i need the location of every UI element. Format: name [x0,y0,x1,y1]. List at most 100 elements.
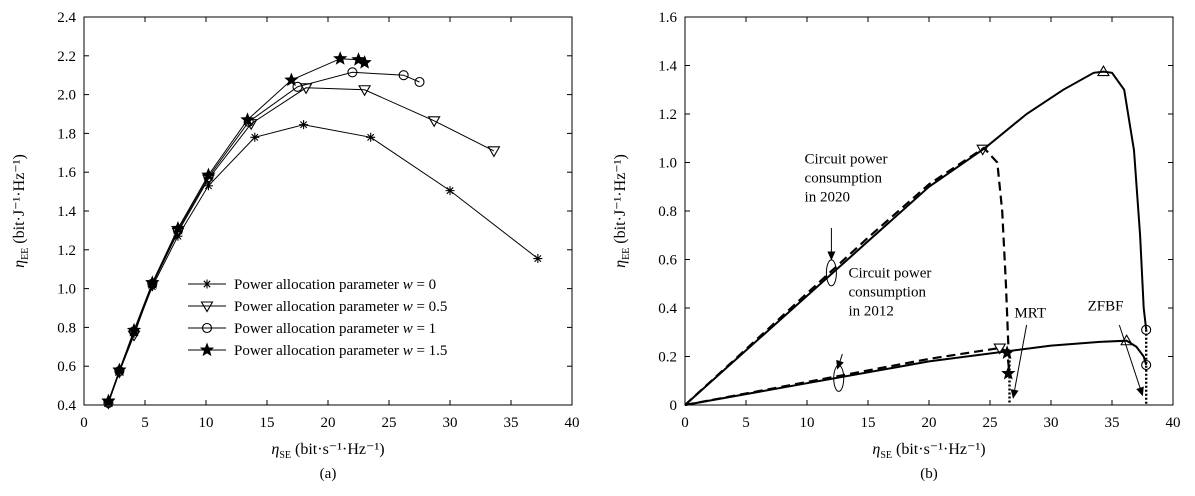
data-point-s3 [112,362,127,377]
y-tick-label: 1.8 [57,126,76,142]
marker-triangle-down [976,144,990,156]
y-tick-label: 1.6 [57,165,76,181]
x-tick-label: 35 [1105,415,1120,431]
marker-triangle-up [1097,64,1110,77]
marker-circle [1141,324,1152,335]
y-axis-label-b: ηEE(bit·J⁻¹·Hz⁻¹) [612,154,632,268]
x-tick-label: 0 [80,415,88,431]
data-point-s3 [351,52,366,66]
y-tick-label: 0.2 [658,350,677,366]
chart-panel-a: 0 5 10 15 20 25 30 35 40 0.4 0.6 0.8 1.0 1.2 1.4 1.6 1.8… [11,10,580,482]
tick-group-b: 0 5 10 15 20 25 30 35 40 0 0.2 0.4 0.6 0.8 1.0 1.2 1.4 1.… [658,10,1180,431]
y-tick-label: 1.2 [658,107,677,123]
x-tick-label: 40 [565,415,580,431]
data-point-s1 [487,146,501,158]
annotation-ellipse-circuit-2012 [833,364,845,392]
legend-marker [201,322,213,334]
data-point-s3 [145,275,160,289]
data-point-s0 [299,120,309,130]
y-tick-label: 1.0 [57,282,76,298]
curve-mrt-2020 [684,146,1011,406]
y-tick-label: 2.2 [57,49,76,65]
y-tick-label: 1.2 [57,243,76,259]
y-tick-label: 1.0 [658,156,677,172]
x-tick-label: 30 [443,415,458,431]
marker-group-b [976,64,1152,380]
data-point-s2 [347,67,358,78]
y-tick-label: 0.8 [57,320,76,336]
annotation-arrow-zfbf [1118,324,1144,397]
data-point-s0 [445,186,455,196]
panel-label-b: (b) [920,466,938,482]
marker-star [1001,365,1016,380]
x-tick-label: 30 [1044,415,1059,431]
data-point-s0 [250,132,260,142]
y-tick-label: 1.6 [658,10,677,26]
marker-star [999,345,1015,359]
x-axis-label-b: ηSE (bit·s⁻¹·Hz⁻¹) [872,441,985,461]
data-point-s0 [147,282,157,292]
y-tick-label: 0.4 [57,398,76,414]
y-tick-label: 1.4 [57,204,76,220]
data-point-s3 [333,51,348,65]
curve-zfbf-2020 [684,70,1148,406]
data-point-s3 [240,112,255,126]
legend-entry: Power allocation parameter w = 1.5 [234,343,447,359]
data-point-s3 [284,72,299,87]
data-point-s0 [366,132,376,142]
x-tick-label: 15 [260,415,275,431]
x-tick-label: 25 [983,415,998,431]
annotation-circuit-2012: Circuit power consumption in 2012 [848,266,931,320]
legend-marker [202,279,212,289]
x-tick-label: 15 [861,415,876,431]
legend-a: Power allocation parameter w = 0 Power al… [183,273,566,363]
y-tick-label: 1.4 [658,59,677,75]
chart-panel-b: 0 5 10 15 20 25 30 35 40 0 0.2 0.4 0.6 0.8 1.0 1.2 1.4 1.… [612,10,1181,482]
x-tick-label: 20 [321,415,336,431]
marker-circle [1141,359,1152,371]
annotation-circuit-2020: Circuit power consumption in 2020 [805,152,888,206]
legend-marker [200,301,214,313]
y-tick-label: 2.0 [57,88,76,104]
tick-group-a: 0 5 10 15 20 25 30 35 40 0.4 0.6 0.8 1.0 1.2 1.4 1.6 1.8… [57,10,579,431]
data-point-s2 [414,76,425,88]
data-point-s0 [533,254,543,264]
y-tick-label: 0.6 [658,253,677,269]
x-tick-label: 0 [681,415,689,431]
curve-mrt-2012 [684,346,1011,407]
data-point-s3 [201,167,216,182]
y-tick-label: 0.6 [57,359,76,375]
x-tick-label: 40 [1166,415,1181,431]
data-point-s1 [299,83,313,95]
x-tick-label: 25 [382,415,397,431]
legend-marker [199,342,215,357]
x-tick-label: 20 [922,415,937,431]
data-point-s3 [101,393,116,408]
data-point-s3 [357,55,372,69]
data-point-s0 [173,231,183,241]
y-tick-label: 0.8 [658,204,677,220]
series-group-a [101,51,543,410]
legend-entry: Power allocation parameter w = 1 [234,321,436,337]
series-line-1 [107,87,495,404]
legend-entry: Power allocation parameter w = 0 [234,277,436,293]
annotation-group-b: Circuit power consumption in 2020 Circuit p… [805,152,1144,399]
annotation-ellipse-circuit-2020 [825,259,837,287]
x-tick-label: 10 [800,415,815,431]
panel-label-a: (a) [320,466,337,482]
x-tick-label: 5 [742,415,750,431]
marker-triangle-down [993,343,1007,355]
data-point-s2 [292,81,303,92]
annotation-mrt: MRT [1014,306,1046,322]
y-tick-label: 0.4 [658,301,677,317]
data-point-s1 [427,116,441,128]
y-tick-label: 0 [670,398,678,414]
curve-group-b [684,70,1148,407]
y-tick-label: 2.4 [57,10,76,26]
data-point-s3 [170,220,186,235]
x-tick-label: 35 [504,415,519,431]
data-point-s2 [398,70,409,81]
curve-zfbf-2012 [684,339,1148,406]
y-axis-label-a: ηEE(bit·J⁻¹·Hz⁻¹) [11,154,31,268]
